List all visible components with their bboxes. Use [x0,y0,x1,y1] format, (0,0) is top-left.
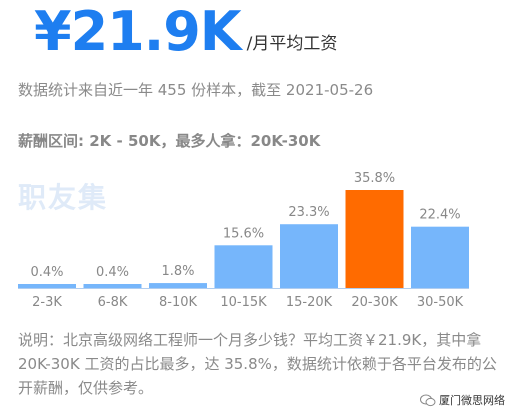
bar-15-20K [280,224,338,288]
bar-30-50K [411,226,469,288]
bar-value-label: 22.4% [419,208,460,223]
bar-value-label: 35.8% [354,171,395,186]
average-salary-value: ¥21.9K [34,0,242,63]
bar-value-label: 23.3% [288,205,329,220]
chart-note: 说明：北京高级网络工程师一个月多少钱？平均工资￥21.9K，其中拿 20K-30… [18,331,497,397]
bar-2-3K [18,284,76,288]
bar-20-30K [345,190,404,288]
bar-8-10K [149,283,207,288]
x-tick-label: 20-30K [351,295,398,310]
average-salary-unit: /月平均工资 [246,34,338,54]
salary-range-summary: 薪酬区间: 2K - 50K，最多人拿：20K-30K [18,132,321,150]
bar-value-label: 1.8% [161,264,194,279]
x-tick-label: 8-10K [159,295,198,310]
salary-distribution-chart: 0.4% 2-3K 0.4% 6-8K 1.8% 8-10K 15.6% 10-15K 23.3… [18,171,469,310]
bar-value-label: 0.4% [30,265,63,280]
bar-6-8K [83,284,142,288]
x-tick-label: 10-15K [220,295,267,310]
source-badge: 厦门微思网络 [420,392,505,408]
x-tick-label: 30-50K [417,295,464,310]
x-tick-label: 2-3K [32,295,62,310]
wechat-icon [420,394,436,406]
x-tick-label: 15-20K [286,295,333,310]
bar-value-label: 0.4% [96,265,129,280]
sample-info: 数据统计来自近一年 455 份样本，截至 2021-05-26 [18,81,374,99]
average-salary-header: ¥21.9K /月平均工资 [34,2,337,62]
x-tick-label: 6-8K [98,295,128,310]
bar-value-label: 15.6% [223,226,264,241]
source-name: 厦门微思网络 [439,394,505,407]
bar-10-15K [214,245,273,288]
watermark-logo: 职友集 [18,181,109,214]
